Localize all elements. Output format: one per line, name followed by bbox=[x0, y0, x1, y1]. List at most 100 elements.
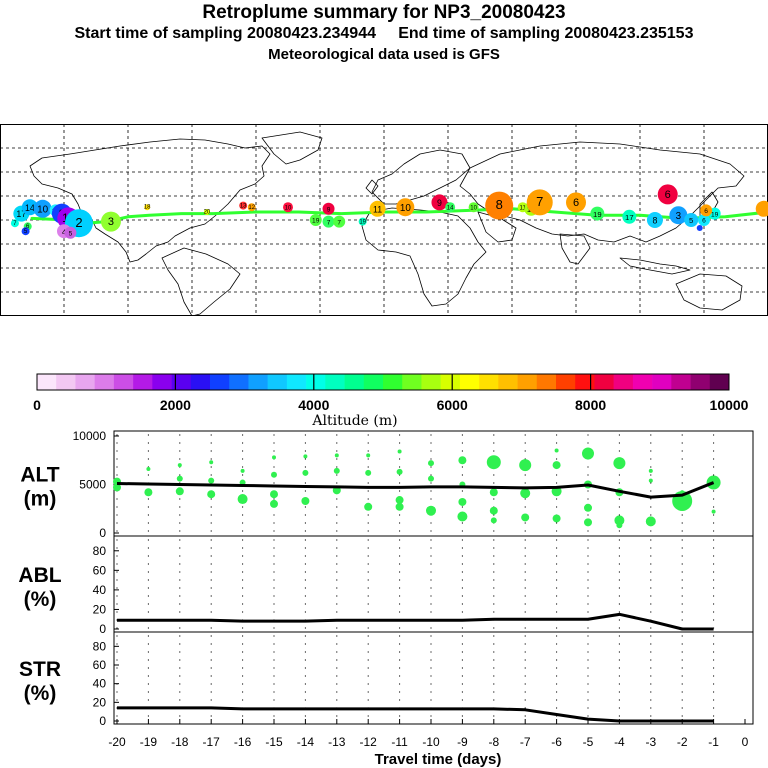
grid-dot bbox=[430, 683, 432, 685]
grid-dot bbox=[493, 683, 495, 685]
colorbar-cell bbox=[171, 374, 192, 390]
grid-dot bbox=[430, 571, 432, 573]
plume-marker: 10 bbox=[283, 202, 293, 213]
grid-dot bbox=[681, 667, 683, 669]
plume-marker-dot bbox=[309, 214, 322, 226]
grid-dot bbox=[179, 522, 181, 524]
grid-dot bbox=[399, 547, 401, 549]
grid-dot bbox=[304, 667, 306, 669]
grid-dot bbox=[587, 683, 589, 685]
plume-marker: 3 bbox=[669, 206, 688, 225]
grid-dot bbox=[116, 563, 118, 565]
grid-dot bbox=[242, 683, 244, 685]
grid-dot bbox=[524, 667, 526, 669]
alt-dot bbox=[584, 518, 592, 527]
colorbar-cell bbox=[594, 374, 614, 390]
grid-dot bbox=[681, 482, 683, 484]
grid-dot bbox=[399, 611, 401, 613]
colorbar-cell bbox=[517, 374, 538, 390]
plume-marker-dot bbox=[10, 219, 19, 228]
grid-dot bbox=[493, 579, 495, 581]
alt-dot bbox=[364, 502, 373, 511]
grid-dot bbox=[179, 683, 181, 685]
grid-dot bbox=[493, 667, 495, 669]
grid-dot bbox=[650, 579, 652, 581]
str-panel-ytick-label: 0 bbox=[99, 714, 106, 728]
grid-dot bbox=[210, 675, 212, 677]
xaxis-label: Travel time (days) bbox=[375, 751, 502, 768]
alt-dot bbox=[237, 494, 248, 505]
grid-dot bbox=[461, 434, 463, 436]
xtick-label: -18 bbox=[171, 735, 189, 749]
grid-dot bbox=[587, 539, 589, 541]
plume-marker: 9 bbox=[322, 202, 335, 215]
grid-dot bbox=[242, 442, 244, 444]
south-america-outline bbox=[161, 247, 241, 316]
grid-dot bbox=[179, 587, 181, 589]
grid-dot bbox=[147, 539, 149, 541]
str-panel-ytick-label: 40 bbox=[93, 677, 107, 691]
grid-dot bbox=[116, 651, 118, 653]
grid-dot bbox=[587, 675, 589, 677]
grid-dot bbox=[618, 442, 621, 444]
grid-dot bbox=[399, 530, 401, 532]
page-title: Retroplume summary for NP3_20080423 bbox=[202, 2, 566, 23]
grid-dot bbox=[273, 539, 275, 541]
grid-dot bbox=[242, 474, 244, 476]
plume-marker: 8 bbox=[646, 212, 663, 228]
plume-marker-dot bbox=[698, 214, 710, 226]
grid-dot bbox=[618, 595, 621, 597]
grid-dot bbox=[399, 683, 401, 685]
grid-dot bbox=[713, 699, 715, 701]
colorbar-tick-label: 10000 bbox=[710, 397, 749, 413]
grid-dot bbox=[493, 450, 495, 452]
plume-marker-label: 14 bbox=[25, 203, 35, 213]
colorbar-cell bbox=[306, 374, 326, 390]
grid-dot bbox=[147, 506, 149, 508]
plume-marker: 7 bbox=[333, 215, 346, 228]
xtick-label: -13 bbox=[328, 735, 346, 749]
grid-dot bbox=[650, 555, 652, 557]
plume-marker-label: 11 bbox=[373, 204, 382, 214]
grid-dot bbox=[336, 466, 338, 468]
alt-dot bbox=[458, 497, 467, 506]
grid-dot bbox=[556, 603, 558, 605]
grid-dot bbox=[681, 571, 683, 573]
grid-dot bbox=[336, 530, 338, 532]
plume-marker-dot bbox=[468, 202, 479, 213]
grid-dot bbox=[713, 651, 715, 653]
grid-dot bbox=[681, 555, 683, 557]
grid-dot bbox=[399, 522, 401, 524]
grid-dot bbox=[713, 675, 715, 677]
indonesia-outline bbox=[619, 257, 691, 275]
grid-dot bbox=[273, 699, 275, 701]
grid-dot bbox=[399, 651, 401, 653]
met-data-line: Meteorological data used is GFS bbox=[268, 46, 500, 63]
grid-dot bbox=[430, 659, 432, 661]
grid-dot bbox=[336, 659, 338, 661]
grid-dot bbox=[713, 474, 715, 476]
grid-dot bbox=[116, 514, 118, 516]
grid-dot bbox=[618, 627, 621, 629]
grid-dot bbox=[147, 699, 149, 701]
alt-dot bbox=[489, 488, 498, 497]
grid-dot bbox=[681, 530, 683, 532]
plume-marker: 10 bbox=[396, 198, 415, 217]
plume-marker: 7 bbox=[10, 219, 19, 228]
alt-dot bbox=[301, 496, 310, 505]
grid-dot bbox=[304, 482, 306, 484]
grid-dot bbox=[556, 539, 558, 541]
abl-panel-frame bbox=[113, 535, 754, 633]
grid-dot bbox=[179, 539, 181, 541]
grid-dot bbox=[273, 651, 275, 653]
grid-dot bbox=[304, 522, 306, 524]
grid-dot bbox=[179, 514, 181, 516]
grid-dot bbox=[430, 498, 432, 500]
grid-dot bbox=[399, 442, 401, 444]
xtick-label: -1 bbox=[708, 735, 719, 749]
grid-dot bbox=[461, 627, 463, 629]
plume-marker: 14 bbox=[21, 199, 38, 216]
colorbar-cell bbox=[440, 374, 461, 390]
grid-dot bbox=[273, 587, 275, 589]
plume-marker-dot bbox=[566, 192, 586, 213]
